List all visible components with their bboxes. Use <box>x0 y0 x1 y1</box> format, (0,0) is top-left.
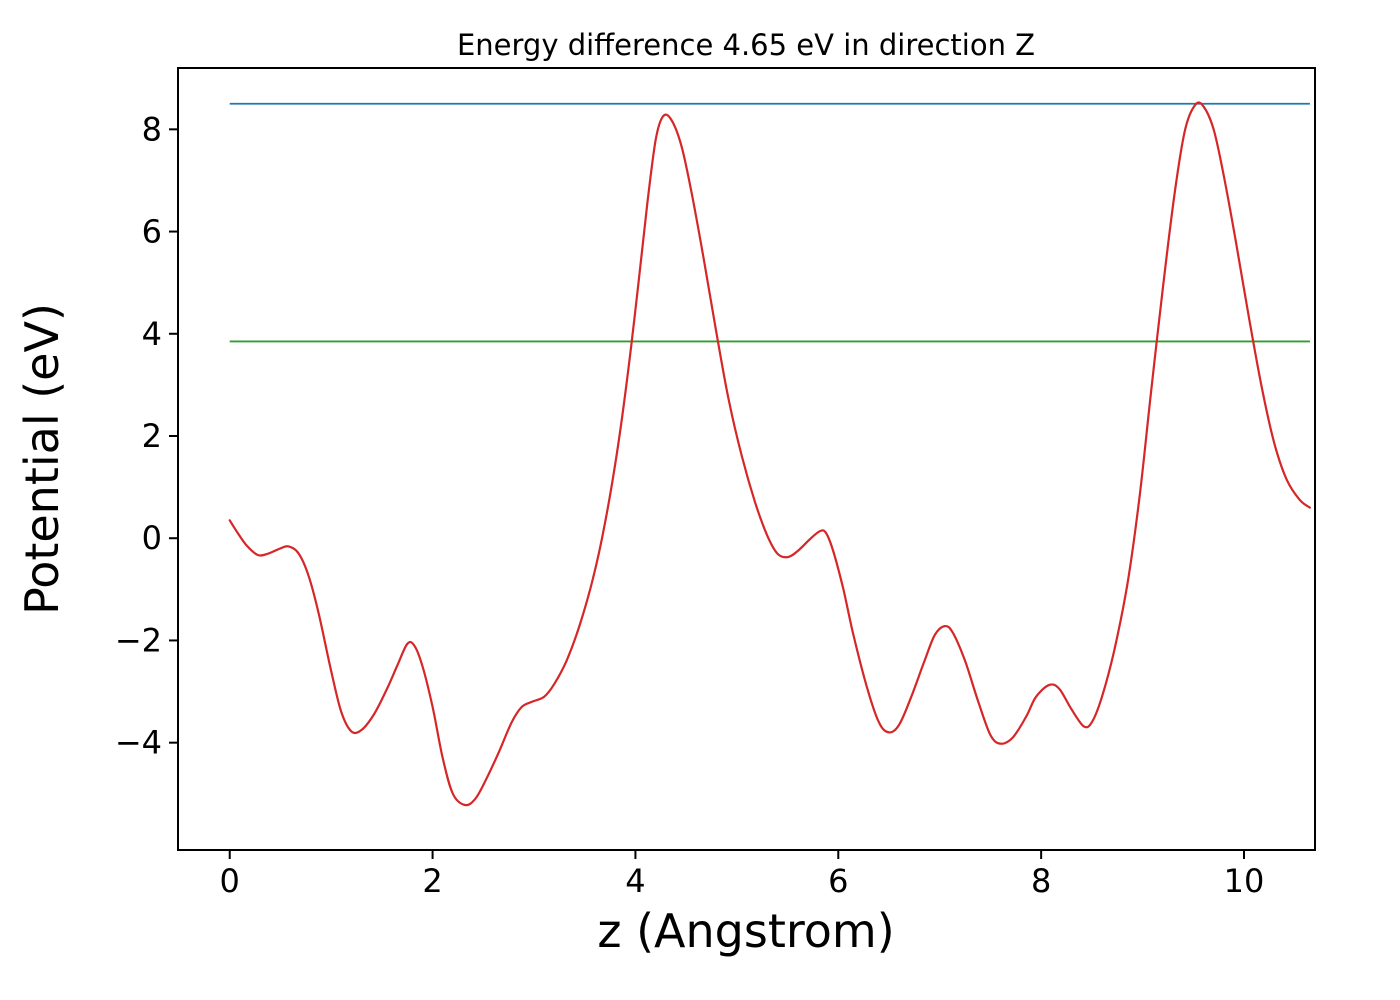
y-tick-label: 4 <box>142 315 162 353</box>
x-axis-label: z (Angstrom) <box>597 904 894 958</box>
y-tick-label: −4 <box>115 724 162 762</box>
plot-generated-layer: 0 2 4 6 8 10 −4 −2 0 2 4 6 8 <box>115 67 1316 900</box>
y-tick-label: 8 <box>142 110 162 148</box>
plot-frame <box>177 67 1316 851</box>
y-tick-label: 0 <box>142 519 162 557</box>
x-tick-label: 8 <box>1031 862 1051 900</box>
x-tick-label: 4 <box>625 862 645 900</box>
y-tick-label: −2 <box>115 621 162 659</box>
chart-title: Energy difference 4.65 eV in direction Z <box>457 28 1035 62</box>
y-tick-label: 2 <box>142 417 162 455</box>
y-tick-label: 6 <box>142 213 162 251</box>
x-tick-label: 0 <box>220 862 240 900</box>
potential-curve <box>228 101 1311 807</box>
x-tick-label: 10 <box>1224 862 1265 900</box>
y-axis-label: Potential (eV) <box>15 303 69 615</box>
x-tick-label: 2 <box>422 862 442 900</box>
x-tick-label: 6 <box>828 862 848 900</box>
